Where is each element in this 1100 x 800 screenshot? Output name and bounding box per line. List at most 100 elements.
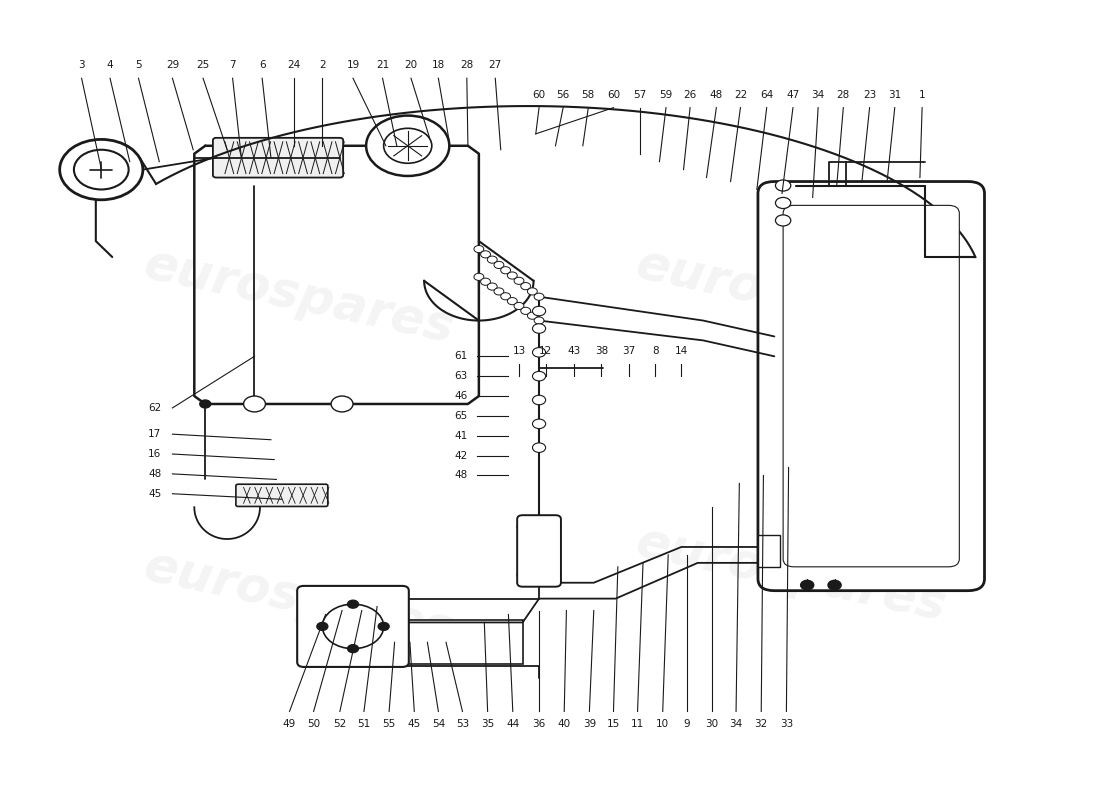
Text: 3: 3 bbox=[78, 60, 85, 70]
Circle shape bbox=[520, 307, 530, 314]
Text: 22: 22 bbox=[734, 90, 747, 100]
Circle shape bbox=[776, 180, 791, 191]
Circle shape bbox=[532, 306, 546, 316]
Text: eurospares: eurospares bbox=[631, 518, 950, 631]
Text: 45: 45 bbox=[148, 489, 162, 498]
Circle shape bbox=[532, 371, 546, 381]
Text: 54: 54 bbox=[431, 719, 446, 730]
Circle shape bbox=[59, 139, 143, 200]
Text: 49: 49 bbox=[283, 719, 296, 730]
Circle shape bbox=[474, 274, 484, 281]
Text: 42: 42 bbox=[454, 450, 467, 461]
Circle shape bbox=[474, 246, 484, 253]
Text: 1: 1 bbox=[918, 90, 925, 100]
Text: 8: 8 bbox=[652, 346, 659, 356]
Circle shape bbox=[500, 266, 510, 274]
Text: 32: 32 bbox=[755, 719, 768, 730]
Text: 48: 48 bbox=[710, 90, 723, 100]
Text: 48: 48 bbox=[454, 470, 467, 481]
Text: 28: 28 bbox=[837, 90, 850, 100]
Text: 62: 62 bbox=[148, 403, 162, 413]
Circle shape bbox=[527, 312, 537, 319]
Text: 56: 56 bbox=[557, 90, 570, 100]
Text: 65: 65 bbox=[454, 411, 467, 421]
FancyBboxPatch shape bbox=[758, 182, 984, 590]
Bar bbox=[381, 620, 522, 664]
Circle shape bbox=[500, 293, 510, 300]
Circle shape bbox=[532, 419, 546, 429]
Circle shape bbox=[535, 293, 544, 300]
Text: 11: 11 bbox=[631, 719, 645, 730]
Text: 55: 55 bbox=[383, 719, 396, 730]
Circle shape bbox=[200, 400, 211, 408]
Text: 28: 28 bbox=[460, 60, 473, 70]
Circle shape bbox=[487, 256, 497, 263]
Text: 43: 43 bbox=[568, 346, 581, 356]
Circle shape bbox=[322, 604, 384, 649]
Text: 5: 5 bbox=[135, 60, 142, 70]
Text: 40: 40 bbox=[558, 719, 571, 730]
Circle shape bbox=[378, 622, 389, 630]
Text: 17: 17 bbox=[148, 429, 162, 439]
Circle shape bbox=[507, 298, 517, 305]
Text: 19: 19 bbox=[346, 60, 360, 70]
Text: 16: 16 bbox=[148, 449, 162, 459]
Circle shape bbox=[507, 272, 517, 279]
Circle shape bbox=[828, 580, 842, 590]
Text: 58: 58 bbox=[582, 90, 595, 100]
Circle shape bbox=[527, 288, 537, 295]
Text: 31: 31 bbox=[888, 90, 901, 100]
Text: 64: 64 bbox=[760, 90, 773, 100]
Text: 38: 38 bbox=[595, 346, 608, 356]
Text: 9: 9 bbox=[683, 719, 690, 730]
Text: 60: 60 bbox=[607, 90, 620, 100]
Circle shape bbox=[348, 600, 359, 608]
Text: 47: 47 bbox=[786, 90, 800, 100]
Circle shape bbox=[494, 262, 504, 269]
Text: 59: 59 bbox=[659, 90, 672, 100]
FancyBboxPatch shape bbox=[213, 138, 343, 178]
Text: 2: 2 bbox=[319, 60, 326, 70]
Circle shape bbox=[481, 278, 491, 286]
Text: 34: 34 bbox=[729, 719, 743, 730]
Circle shape bbox=[243, 396, 265, 412]
Text: 37: 37 bbox=[623, 346, 636, 356]
Text: 18: 18 bbox=[431, 60, 446, 70]
Text: 60: 60 bbox=[532, 90, 546, 100]
Circle shape bbox=[776, 215, 791, 226]
Text: 26: 26 bbox=[683, 90, 696, 100]
Text: eurospares: eurospares bbox=[139, 240, 458, 353]
Text: 30: 30 bbox=[705, 719, 718, 730]
Text: 27: 27 bbox=[488, 60, 502, 70]
Text: 36: 36 bbox=[532, 719, 546, 730]
Text: 15: 15 bbox=[607, 719, 620, 730]
Text: 21: 21 bbox=[376, 60, 389, 70]
Text: eurospares: eurospares bbox=[631, 240, 950, 353]
Text: 24: 24 bbox=[287, 60, 300, 70]
Text: 41: 41 bbox=[454, 430, 467, 441]
Text: 6: 6 bbox=[258, 60, 265, 70]
Text: 46: 46 bbox=[454, 391, 467, 401]
Text: 51: 51 bbox=[358, 719, 371, 730]
Text: 23: 23 bbox=[864, 90, 877, 100]
Circle shape bbox=[801, 580, 814, 590]
Circle shape bbox=[317, 622, 328, 630]
Text: 35: 35 bbox=[481, 719, 494, 730]
Text: 57: 57 bbox=[634, 90, 647, 100]
Text: 52: 52 bbox=[333, 719, 346, 730]
Circle shape bbox=[532, 324, 546, 334]
Text: 29: 29 bbox=[166, 60, 179, 70]
Circle shape bbox=[348, 645, 359, 653]
Circle shape bbox=[384, 128, 432, 163]
Text: 4: 4 bbox=[107, 60, 113, 70]
Text: 48: 48 bbox=[148, 469, 162, 479]
Text: 61: 61 bbox=[454, 351, 467, 362]
Text: 63: 63 bbox=[454, 371, 467, 381]
Text: 20: 20 bbox=[405, 60, 418, 70]
Circle shape bbox=[487, 283, 497, 290]
Bar bbox=[758, 535, 780, 567]
Text: 7: 7 bbox=[229, 60, 235, 70]
Text: 12: 12 bbox=[539, 346, 552, 356]
Text: 33: 33 bbox=[780, 719, 793, 730]
Text: 53: 53 bbox=[455, 719, 469, 730]
